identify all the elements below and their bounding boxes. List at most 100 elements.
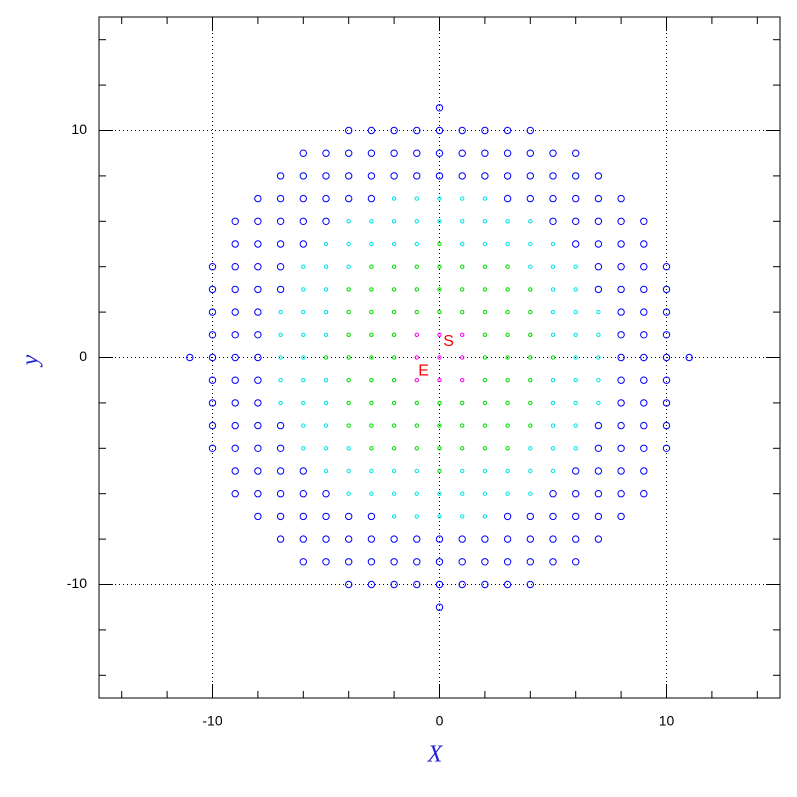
point <box>369 446 374 451</box>
point <box>414 468 419 474</box>
point <box>640 263 648 271</box>
point <box>662 399 671 407</box>
point <box>254 240 262 248</box>
point <box>323 468 329 474</box>
point <box>458 149 466 157</box>
point <box>528 446 533 451</box>
point <box>322 217 330 226</box>
point <box>460 332 465 337</box>
point <box>391 309 397 315</box>
point <box>572 535 580 543</box>
point <box>346 378 351 383</box>
x-tick-label: -10 <box>202 713 222 729</box>
point <box>617 376 625 384</box>
point <box>640 353 648 362</box>
point <box>346 264 351 269</box>
point <box>414 309 419 315</box>
point <box>254 217 262 226</box>
point <box>278 400 283 406</box>
point <box>437 196 442 201</box>
point <box>278 355 283 360</box>
point <box>460 355 465 360</box>
point <box>299 558 307 566</box>
point <box>528 400 533 406</box>
point <box>231 308 239 316</box>
point <box>299 490 307 498</box>
point <box>231 467 239 475</box>
point <box>301 355 306 360</box>
point <box>526 126 534 135</box>
point <box>435 535 444 543</box>
point <box>572 172 580 180</box>
y-tick-label: -10 <box>67 575 87 591</box>
point <box>346 423 351 428</box>
point <box>437 264 442 269</box>
point <box>322 194 330 203</box>
point <box>254 308 262 316</box>
point <box>369 241 374 247</box>
point <box>617 490 625 498</box>
point <box>276 194 285 203</box>
point <box>414 241 419 247</box>
point <box>482 423 488 428</box>
point <box>594 194 603 203</box>
point <box>526 580 534 589</box>
point <box>503 149 512 157</box>
point <box>301 332 306 337</box>
point <box>460 400 465 406</box>
point <box>550 241 556 247</box>
y-tick-label: 0 <box>79 348 87 364</box>
point <box>572 240 580 248</box>
point <box>437 309 442 315</box>
point <box>458 580 466 589</box>
point <box>369 332 374 337</box>
point <box>505 378 510 383</box>
point <box>231 421 239 430</box>
point <box>550 423 556 428</box>
point <box>322 490 330 498</box>
point <box>640 376 648 384</box>
point <box>528 264 533 269</box>
point <box>254 331 262 339</box>
point <box>414 514 419 519</box>
point <box>435 558 444 566</box>
point <box>346 491 351 496</box>
point <box>482 309 488 315</box>
point <box>323 332 329 337</box>
point <box>550 332 556 337</box>
point <box>208 308 217 316</box>
point <box>323 446 329 451</box>
point <box>208 353 217 362</box>
point <box>481 126 489 135</box>
point <box>482 264 488 269</box>
point <box>526 194 534 203</box>
point <box>458 535 466 543</box>
point <box>596 355 601 360</box>
point <box>640 399 648 407</box>
point <box>662 353 671 362</box>
point <box>503 580 512 589</box>
point <box>367 126 376 135</box>
point <box>346 241 351 247</box>
point <box>505 241 510 247</box>
point <box>276 535 285 543</box>
point <box>596 309 601 315</box>
point <box>299 535 307 543</box>
point <box>413 580 421 589</box>
point <box>435 580 444 589</box>
point <box>526 512 534 521</box>
point <box>640 285 648 294</box>
point <box>437 514 442 519</box>
x-tick-label: 0 <box>436 713 444 729</box>
point <box>208 285 217 294</box>
point <box>640 308 648 316</box>
point <box>528 378 533 383</box>
point <box>505 468 510 474</box>
point <box>437 219 442 224</box>
point <box>482 468 488 474</box>
point <box>276 512 285 521</box>
point <box>505 355 510 360</box>
point <box>460 378 465 383</box>
point <box>617 263 625 271</box>
